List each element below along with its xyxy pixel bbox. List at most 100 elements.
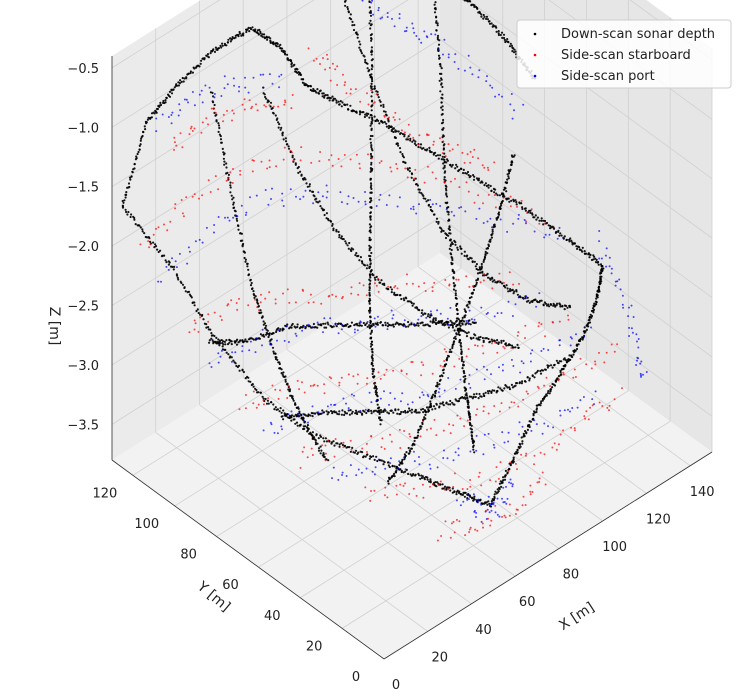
- data-point-starboard: [499, 461, 502, 464]
- data-point-port: [393, 25, 396, 28]
- data-point-down-scan: [382, 409, 385, 412]
- data-point-down-scan: [602, 267, 605, 270]
- data-point-down-scan: [173, 265, 176, 268]
- data-point-starboard: [303, 446, 306, 449]
- data-point-down-scan: [278, 367, 282, 370]
- data-point-down-scan: [432, 317, 435, 320]
- data-point-down-scan: [549, 303, 553, 306]
- data-point-down-scan: [322, 411, 325, 414]
- data-point-starboard: [431, 372, 434, 375]
- data-point-down-scan: [385, 114, 388, 117]
- data-point-port: [171, 257, 173, 260]
- data-point-starboard: [594, 363, 597, 366]
- data-point-down-scan: [447, 355, 450, 358]
- data-point-down-scan: [457, 333, 460, 336]
- data-point-down-scan: [279, 47, 282, 50]
- data-point-down-scan: [372, 322, 375, 326]
- data-point-down-scan: [202, 318, 205, 321]
- data-point-port: [443, 38, 446, 41]
- data-point-down-scan: [287, 145, 290, 148]
- data-point-down-scan: [265, 36, 268, 39]
- data-point-down-scan: [427, 313, 430, 316]
- data-point-down-scan: [264, 324, 268, 327]
- data-point-down-scan: [379, 321, 382, 324]
- data-point-down-scan: [306, 429, 309, 432]
- data-point-down-scan: [340, 442, 343, 445]
- data-point-down-scan: [581, 250, 584, 253]
- data-point-port: [298, 414, 301, 417]
- data-point-port: [525, 295, 528, 298]
- data-point-down-scan: [529, 211, 532, 214]
- data-point-down-scan: [322, 92, 325, 95]
- data-point-down-scan: [227, 173, 230, 176]
- data-point-down-scan: [528, 424, 531, 427]
- data-point-down-scan: [507, 175, 510, 178]
- data-point-port: [498, 366, 500, 369]
- data-point-port: [273, 431, 276, 434]
- data-point-port: [311, 326, 314, 329]
- data-point-down-scan: [502, 476, 505, 479]
- data-point-down-scan: [434, 8, 437, 11]
- data-point-starboard: [567, 314, 569, 317]
- data-point-port: [418, 463, 421, 466]
- data-point-down-scan: [184, 290, 187, 293]
- data-point-down-scan: [532, 414, 535, 417]
- data-point-down-scan: [572, 353, 575, 356]
- data-point-starboard: [289, 149, 292, 152]
- data-point-port: [285, 325, 288, 328]
- data-point-down-scan: [437, 54, 441, 57]
- z-tick-label: −2.0: [67, 240, 99, 255]
- data-point-down-scan: [441, 108, 444, 111]
- data-point-starboard: [338, 384, 341, 387]
- data-point-port: [507, 431, 510, 434]
- data-point-starboard: [341, 297, 343, 300]
- data-point-starboard: [466, 419, 469, 422]
- data-point-starboard: [222, 120, 225, 123]
- data-point-down-scan: [368, 287, 371, 290]
- data-point-down-scan: [295, 415, 298, 418]
- data-point-down-scan: [547, 303, 550, 306]
- data-point-down-scan: [370, 37, 373, 40]
- data-point-port: [241, 350, 244, 353]
- data-point-down-scan: [493, 279, 496, 282]
- data-point-down-scan: [524, 297, 527, 300]
- data-point-port: [457, 67, 460, 70]
- data-point-down-scan: [513, 48, 516, 51]
- data-point-port: [374, 325, 377, 328]
- data-point-down-scan: [396, 293, 399, 296]
- data-point-down-scan: [497, 341, 500, 344]
- data-point-down-scan: [403, 133, 406, 136]
- data-point-starboard: [315, 57, 318, 60]
- data-point-down-scan: [369, 141, 372, 144]
- data-point-down-scan: [429, 400, 432, 403]
- data-point-port: [469, 66, 472, 69]
- data-point-starboard: [194, 322, 197, 325]
- data-point-down-scan: [298, 410, 301, 413]
- data-point-starboard: [337, 158, 340, 160]
- data-point-down-scan: [497, 213, 501, 216]
- data-point-port: [341, 471, 344, 474]
- data-point-down-scan: [442, 229, 445, 233]
- data-point-port: [483, 433, 486, 436]
- data-point-starboard: [483, 166, 486, 169]
- data-point-starboard: [336, 65, 339, 68]
- data-point-starboard: [300, 381, 303, 384]
- data-point-down-scan: [418, 191, 421, 194]
- data-point-down-scan: [488, 389, 491, 393]
- data-point-down-scan: [281, 373, 284, 376]
- data-point-starboard: [487, 193, 490, 196]
- data-point-port: [523, 219, 526, 221]
- data-point-down-scan: [380, 459, 383, 462]
- data-point-down-scan: [445, 202, 448, 205]
- data-point-down-scan: [371, 343, 374, 346]
- data-point-starboard: [213, 107, 215, 110]
- data-point-starboard: [498, 410, 501, 413]
- data-point-down-scan: [553, 384, 557, 387]
- data-point-port: [475, 368, 478, 371]
- data-point-down-scan: [211, 91, 214, 94]
- data-point-starboard: [567, 318, 570, 321]
- data-point-down-scan: [199, 313, 202, 316]
- data-point-down-scan: [440, 321, 443, 324]
- data-point-port: [423, 30, 426, 33]
- data-point-port: [314, 412, 317, 415]
